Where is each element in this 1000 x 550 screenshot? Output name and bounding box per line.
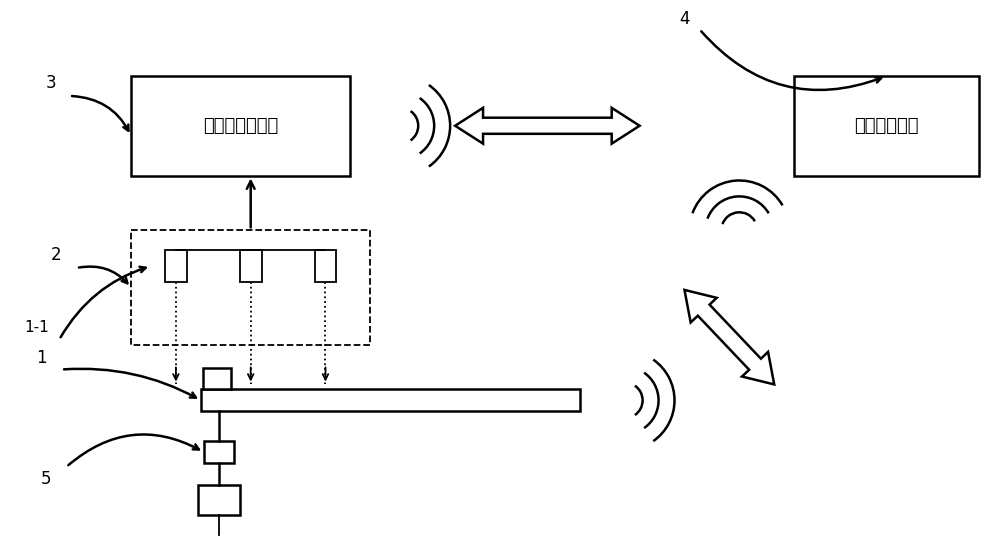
Bar — [315, 250, 336, 282]
Bar — [131, 76, 350, 175]
Bar — [131, 230, 370, 345]
Text: 数据采集终端: 数据采集终端 — [854, 117, 919, 135]
Text: 5: 5 — [41, 470, 52, 488]
Text: 3: 3 — [46, 74, 57, 92]
Text: 4: 4 — [679, 10, 690, 28]
Bar — [794, 76, 979, 175]
Bar — [201, 389, 580, 411]
Bar — [165, 250, 187, 282]
Text: 1-1: 1-1 — [24, 320, 49, 336]
Bar — [240, 250, 262, 282]
Bar — [204, 441, 234, 463]
Bar — [203, 367, 231, 389]
Text: 2: 2 — [51, 246, 62, 264]
Bar — [198, 485, 240, 515]
Text: 1: 1 — [36, 349, 47, 367]
Text: 开关量采集模块: 开关量采集模块 — [203, 117, 278, 135]
